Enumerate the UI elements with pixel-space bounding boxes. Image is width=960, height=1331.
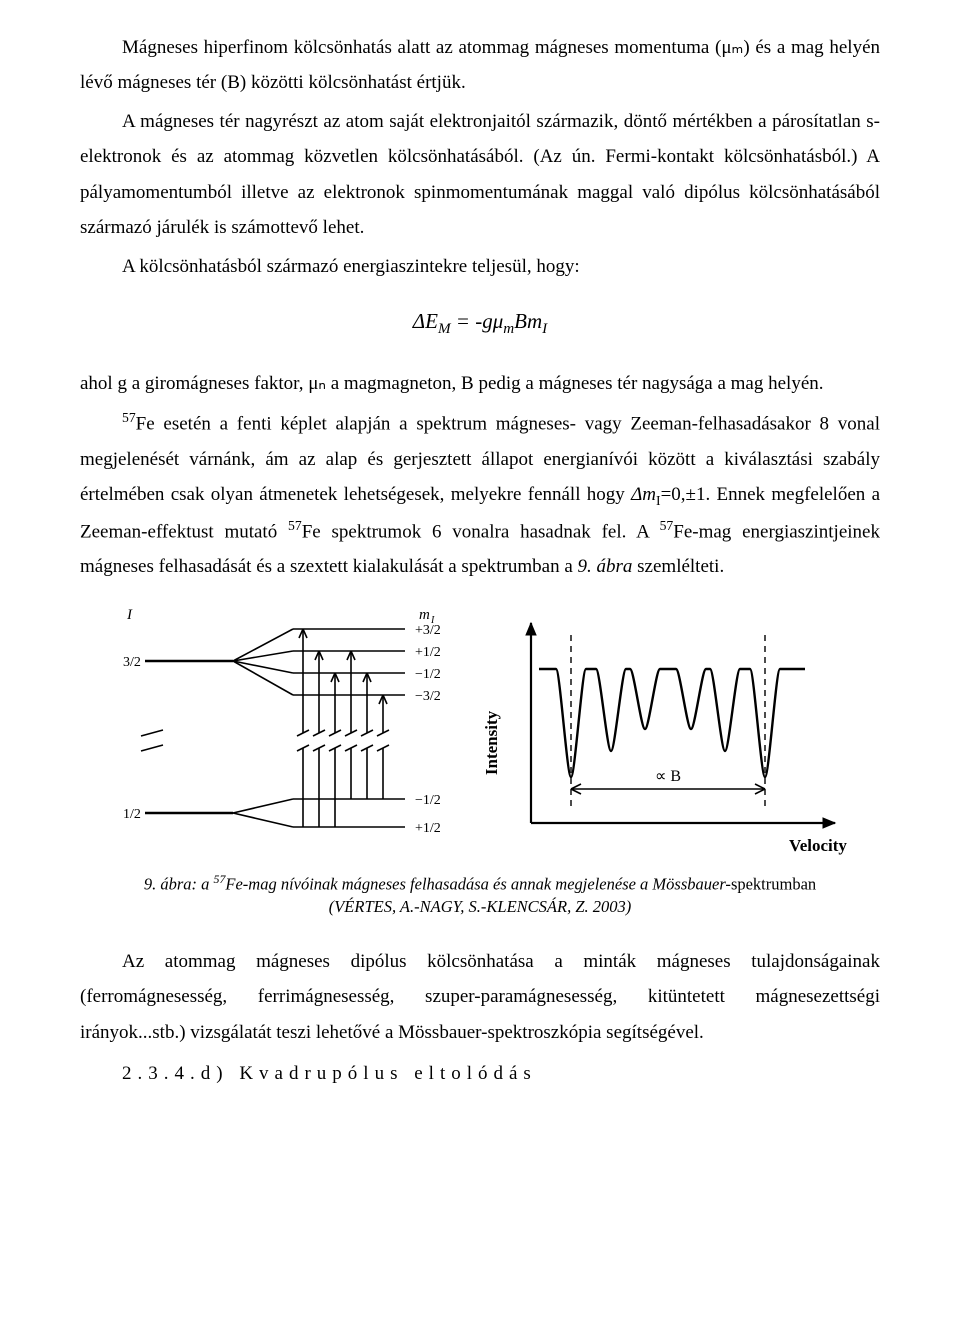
svg-text:−3/2: −3/2 [415,689,441,704]
figure-9: ImI3/2+3/2+1/2−1/2−3/21/2−1/2+1/2 Intens… [80,603,880,863]
svg-text:∝ B: ∝ B [655,768,681,785]
equation-text: ΔEM = -gμmBmI [413,309,547,333]
svg-text:Intensity: Intensity [482,710,501,775]
paragraph-1: Mágneses hiperfinom kölcsönhatás alatt a… [80,30,880,100]
svg-text:+1/2: +1/2 [415,821,441,836]
paragraph-2: A mágneses tér nagyrészt az atom saját e… [80,104,880,245]
svg-text:1/2: 1/2 [123,807,141,822]
paragraph-3: A kölcsönhatásból származó energiaszinte… [80,249,880,284]
paragraph-4: ahol g a giromágneses faktor, μₙ a magma… [80,366,880,401]
svg-text:−1/2: −1/2 [415,667,441,682]
svg-text:−1/2: −1/2 [415,793,441,808]
svg-text:Velocity: Velocity [789,836,847,855]
svg-text:+3/2: +3/2 [415,623,441,638]
equation-delta-em: ΔEM = -gμmBmI [80,302,880,344]
svg-text:I: I [126,607,133,623]
svg-text:3/2: 3/2 [123,655,141,670]
section-heading-234d: 2.3.4.d) Kvadrupólus eltolódás [80,1056,880,1091]
paragraph-5: 57Fe esetén a fenti képlet alapján a spe… [80,405,880,584]
svg-text:+1/2: +1/2 [415,645,441,660]
paragraph-6: Az atommag mágneses dipólus kölcsönhatás… [80,944,880,1049]
svg-text:m: m [419,607,430,623]
figure-9-caption: 9. ábra: a 57Fe-mag nívóinak mágneses fe… [80,871,880,919]
mossbauer-sextet-spectrum: Intensity Velocity ∝ B [475,603,855,863]
energy-level-diagram: ImI3/2+3/2+1/2−1/2−3/21/2−1/2+1/2 [105,603,445,863]
